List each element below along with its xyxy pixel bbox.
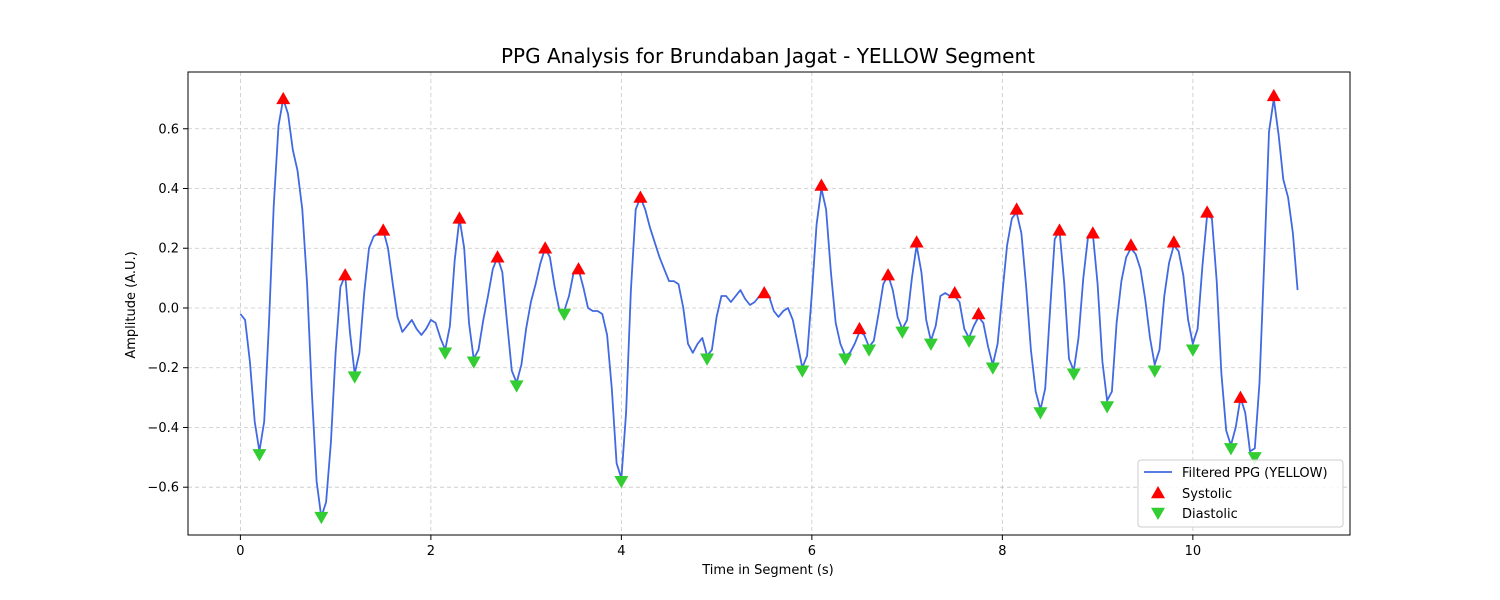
- systolic-marker: [814, 178, 829, 191]
- x-tick-label: 6: [808, 544, 816, 559]
- diastolic-marker: [1247, 452, 1262, 465]
- diastolic-marker: [466, 356, 481, 369]
- plot-area: [239, 88, 1299, 525]
- diastolic-marker: [985, 362, 1000, 375]
- systolic-marker: [881, 268, 896, 281]
- chart-title: PPG Analysis for Brundaban Jagat - YELLO…: [501, 44, 1035, 68]
- systolic-marker: [971, 306, 986, 320]
- diastolic-marker: [557, 308, 572, 321]
- systolic-marker: [1166, 235, 1181, 248]
- y-tick-label: −0.4: [147, 421, 179, 436]
- diastolic-marker: [438, 347, 453, 360]
- diastolic-marker: [1066, 368, 1081, 381]
- legend-diastolic-swatch: [1151, 507, 1165, 520]
- diastolic-marker: [314, 511, 329, 525]
- x-tick-label: 8: [998, 544, 1006, 559]
- legend: Filtered PPG (YELLOW) Systolic Diastolic: [1137, 459, 1344, 528]
- legend-label: Diastolic: [1182, 507, 1238, 522]
- diastolic-marker: [347, 371, 362, 384]
- systolic-marker: [571, 262, 586, 275]
- x-tick-label: 10: [1185, 544, 1202, 559]
- diastolic-marker: [838, 353, 853, 366]
- systolic-marker: [852, 321, 867, 335]
- diastolic-marker: [1147, 365, 1162, 378]
- x-tick-label: 4: [617, 544, 625, 559]
- x-tick-label: 0: [236, 544, 244, 559]
- x-tick-label: 2: [427, 544, 435, 559]
- y-tick-label: 0.4: [158, 182, 179, 197]
- axes: 0 2 4 6 8 10 −0.6 −0.4 −0.2 0.0 0.2 0.4 0.6: [147, 122, 1201, 559]
- systolic-marker: [452, 211, 467, 224]
- y-tick-label: 0.0: [158, 301, 179, 316]
- y-tick-label: 0.6: [158, 122, 179, 137]
- legend-label: Systolic: [1182, 487, 1232, 502]
- systolic-marker: [538, 241, 553, 254]
- diastolic-marker: [1100, 401, 1115, 414]
- x-axis-label: Time in Segment (s): [701, 563, 833, 578]
- diastolic-marker: [509, 380, 524, 393]
- plot-frame: [187, 71, 1351, 536]
- diastolic-marker: [252, 449, 267, 462]
- systolic-marker: [1085, 226, 1100, 239]
- y-axis-label: Amplitude (A.U.): [124, 251, 139, 358]
- diastolic-marker: [700, 353, 715, 366]
- grid: [188, 72, 1350, 535]
- diastolic-marker: [962, 335, 977, 348]
- diastolic-marker: [1223, 443, 1238, 456]
- diastolic-marker: [862, 344, 877, 357]
- systolic-marker: [338, 268, 353, 281]
- diastolic-marker: [923, 338, 938, 351]
- diastolic-marker: [614, 475, 629, 489]
- systolic-marker: [1200, 205, 1215, 218]
- diastolic-marker: [795, 365, 810, 378]
- diastolic-marker: [895, 326, 910, 339]
- systolic-marker: [633, 190, 648, 203]
- systolic-marker: [1233, 390, 1248, 403]
- systolic-marker: [1123, 238, 1138, 251]
- diastolic-marker: [1185, 344, 1200, 357]
- legend-box: [1137, 459, 1344, 528]
- systolic-marker: [1052, 223, 1067, 236]
- systolic-marker: [376, 223, 391, 236]
- systolic-marker: [757, 286, 772, 299]
- y-tick-label: 0.2: [158, 242, 179, 257]
- y-tick-label: −0.6: [147, 481, 179, 496]
- systolic-marker: [909, 235, 924, 248]
- systolic-marker: [490, 250, 505, 263]
- systolic-marker: [1266, 88, 1281, 102]
- systolic-marker: [1009, 202, 1024, 215]
- systolic-marker: [276, 91, 291, 105]
- legend-systolic-swatch: [1151, 486, 1165, 499]
- y-tick-label: −0.2: [147, 361, 179, 376]
- systolic-marker: [947, 286, 962, 299]
- legend-label: Filtered PPG (YELLOW): [1182, 466, 1328, 481]
- diastolic-marker: [1033, 407, 1048, 420]
